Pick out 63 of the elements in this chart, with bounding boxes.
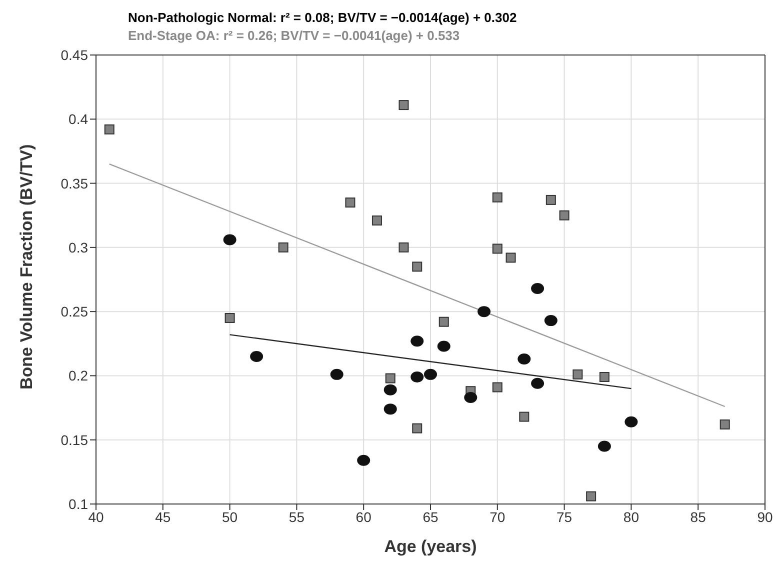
point xyxy=(330,368,344,380)
point xyxy=(410,336,424,347)
point xyxy=(518,354,531,365)
y-tick-label: 0.4 xyxy=(68,111,88,128)
point xyxy=(478,306,491,318)
point xyxy=(492,382,502,392)
point xyxy=(398,242,409,252)
x-tick-label: 55 xyxy=(288,508,305,525)
point xyxy=(519,412,530,422)
point xyxy=(345,198,356,208)
point xyxy=(531,282,544,294)
x-tick-label: 50 xyxy=(222,508,238,525)
point xyxy=(599,372,610,382)
point xyxy=(492,244,502,254)
x-tick-label: 65 xyxy=(422,508,438,525)
point xyxy=(546,194,556,205)
point xyxy=(624,416,638,428)
x-tick-label: 80 xyxy=(623,508,640,525)
x-tick-label: 45 xyxy=(155,508,171,525)
x-tick-label: 85 xyxy=(690,508,706,525)
point xyxy=(104,124,114,134)
point xyxy=(424,368,437,380)
y-tick-label: 0.35 xyxy=(60,175,88,192)
point xyxy=(278,242,288,252)
point xyxy=(437,340,450,352)
y-tick-label: 0.45 xyxy=(60,46,88,63)
point xyxy=(586,491,596,502)
y-tick-label: 0.1 xyxy=(68,496,88,512)
point xyxy=(492,192,502,202)
x-tick-label: 90 xyxy=(757,508,773,525)
point xyxy=(559,210,570,220)
x-tick-label: 75 xyxy=(556,508,572,525)
point xyxy=(357,454,370,466)
point xyxy=(224,312,235,323)
point xyxy=(506,252,516,263)
point xyxy=(598,440,611,452)
x-tick-label: 70 xyxy=(490,508,506,525)
point xyxy=(410,371,424,382)
point xyxy=(223,234,236,246)
point xyxy=(398,100,409,110)
point xyxy=(372,215,382,226)
x-tick-label: 60 xyxy=(356,508,372,525)
y-tick-label: 0.3 xyxy=(68,239,88,256)
point xyxy=(250,350,264,362)
point xyxy=(464,392,478,404)
y-tick-label: 0.15 xyxy=(60,432,88,448)
point xyxy=(385,373,396,384)
point xyxy=(384,384,397,396)
chart-title: Non-Pathologic Normal: r² = 0.08; BV/TV = −0.0014(age) + 0.302 xyxy=(128,10,517,25)
y-tick-label: 0.2 xyxy=(68,368,88,384)
point xyxy=(412,262,422,272)
y-axis-title: Bone Volume Fraction (BV/TV) xyxy=(17,144,36,390)
point xyxy=(384,404,397,415)
point xyxy=(412,423,422,434)
point xyxy=(720,419,730,430)
chart-subtitle: End-Stage OA: r² = 0.26; BV/TV = −0.0041(age) + 0.533 xyxy=(128,28,460,43)
x-axis-title: Age (years) xyxy=(384,537,477,556)
y-tick-label: 0.25 xyxy=(60,304,88,320)
point xyxy=(438,316,449,327)
point xyxy=(572,369,583,380)
point xyxy=(531,378,544,389)
point xyxy=(544,315,558,326)
x-tick-label: 40 xyxy=(88,508,104,525)
